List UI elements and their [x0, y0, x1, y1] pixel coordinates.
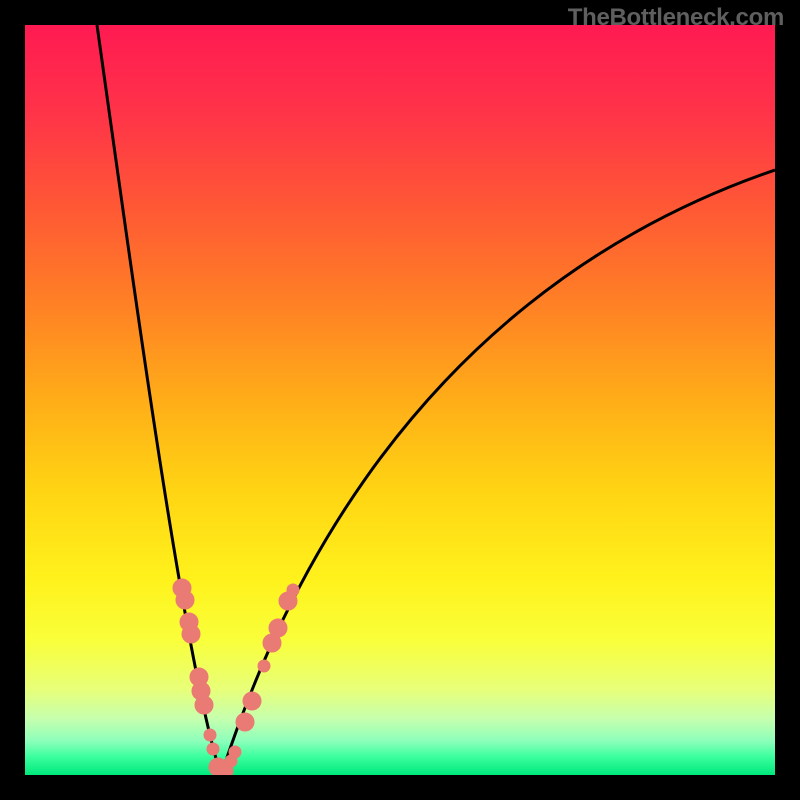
data-marker: [287, 584, 299, 596]
data-marker: [207, 743, 219, 755]
data-marker: [195, 696, 213, 714]
curve-right-arm: [221, 170, 775, 775]
data-marker: [182, 625, 200, 643]
plot-area: [25, 25, 775, 775]
data-marker: [229, 746, 241, 758]
data-marker: [243, 692, 261, 710]
chart-svg-layer: [25, 25, 775, 775]
curve-left-arm: [97, 25, 221, 775]
watermark-text: TheBottleneck.com: [568, 4, 784, 32]
data-marker: [236, 713, 254, 731]
data-marker: [176, 591, 194, 609]
data-marker: [258, 660, 270, 672]
chart-frame: TheBottleneck.com: [0, 0, 800, 800]
data-marker: [204, 729, 216, 741]
data-marker: [269, 619, 287, 637]
